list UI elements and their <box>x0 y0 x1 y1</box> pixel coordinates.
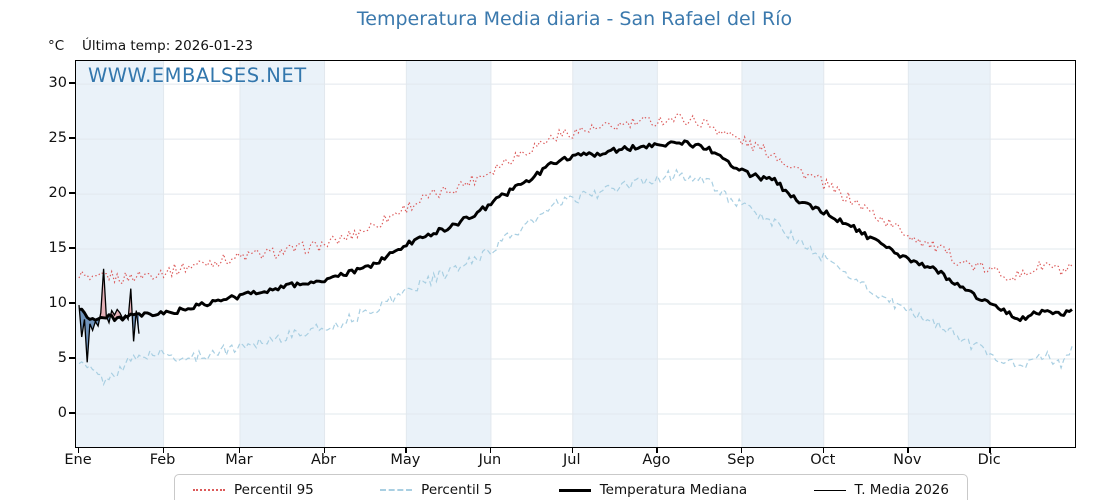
x-tick-label: Mar <box>225 452 253 468</box>
x-tick-mark <box>907 447 909 453</box>
legend-line-swatch <box>813 489 846 491</box>
x-tick-mark <box>822 447 825 453</box>
last-temp-label: Última temp: 2026-01-23 <box>82 38 254 54</box>
x-tick-label: Feb <box>149 452 176 468</box>
x-tick-label: May <box>390 452 421 468</box>
x-tick-label: Nov <box>893 452 922 468</box>
y-tick-label: 30 <box>48 75 67 92</box>
x-tick-mark <box>323 447 325 453</box>
y-tick-label: 20 <box>48 185 67 202</box>
page-title: Temperatura Media diaria - San Rafael de… <box>356 8 793 30</box>
y-axis-unit-label: °C <box>48 38 65 54</box>
y-tick-label: 0 <box>57 405 67 421</box>
legend-label: T. Media 2026 <box>854 482 949 498</box>
x-tick-label: Jun <box>478 452 502 468</box>
legend: Percentil 95 Percentil 5 Temperatura Media… <box>174 474 968 500</box>
legend-label: Temperatura Mediana <box>599 482 748 498</box>
y-tick-label: 10 <box>48 295 67 312</box>
y-tick-label: 15 <box>48 240 67 257</box>
x-tick-mark <box>238 447 241 453</box>
x-tick-mark <box>405 447 407 453</box>
x-tick-label: Oct <box>810 452 836 468</box>
y-tick-label: 25 <box>48 130 67 147</box>
x-tick-mark <box>740 447 743 453</box>
y-tick-label: 5 <box>57 350 67 367</box>
x-tick-label: Ene <box>64 452 92 468</box>
month-band <box>406 61 491 447</box>
percentil5-line <box>78 168 1073 387</box>
mediana-line <box>78 139 1073 323</box>
y-tick-mark <box>69 82 75 84</box>
legend-item-t-media-2026: T. Media 2026 <box>813 482 949 498</box>
x-tick-mark <box>989 447 991 453</box>
x-tick-label: Sep <box>727 452 755 468</box>
t-media-2026-line <box>78 268 140 363</box>
y-tick-mark <box>69 412 75 414</box>
x-tick-mark <box>656 447 658 453</box>
legend-item-percentil-5: Percentil 5 <box>380 482 492 498</box>
plot-area: WWW.EMBALSES.NET <box>75 60 1076 448</box>
legend-item-temperatura-mediana: Temperatura Mediana <box>558 482 748 498</box>
x-tick-mark <box>489 447 492 453</box>
month-band <box>76 61 164 447</box>
x-tick-label: Jul <box>563 452 581 468</box>
x-tick-mark <box>78 447 80 453</box>
month-band <box>741 61 824 447</box>
x-tick-label: Abr <box>310 452 337 468</box>
legend-line-swatch <box>380 489 413 491</box>
fill-below-median <box>79 309 139 363</box>
percentil95-line <box>78 112 1073 285</box>
month-band <box>239 61 325 447</box>
x-tick-mark <box>571 447 574 453</box>
legend-label: Percentil 5 <box>421 482 493 498</box>
y-tick-mark <box>69 137 75 139</box>
watermark: WWW.EMBALSES.NET <box>88 64 307 87</box>
legend-label: Percentil 95 <box>234 482 314 498</box>
chart-svg <box>76 61 1075 447</box>
month-band <box>908 61 991 447</box>
legend-line-swatch <box>558 488 591 492</box>
legend-line-swatch <box>193 489 225 491</box>
x-tick-label: Dic <box>977 452 1001 468</box>
y-tick-mark <box>69 192 75 194</box>
y-tick-mark <box>69 302 75 304</box>
y-tick-mark <box>69 247 75 249</box>
y-tick-mark <box>69 357 75 359</box>
subtitle-row: °C Última temp: 2026-01-23 <box>0 38 1120 56</box>
legend-item-percentil-95: Percentil 95 <box>193 482 314 498</box>
month-band <box>572 61 658 447</box>
x-tick-mark <box>162 447 164 453</box>
x-tick-label: Ago <box>642 452 671 468</box>
